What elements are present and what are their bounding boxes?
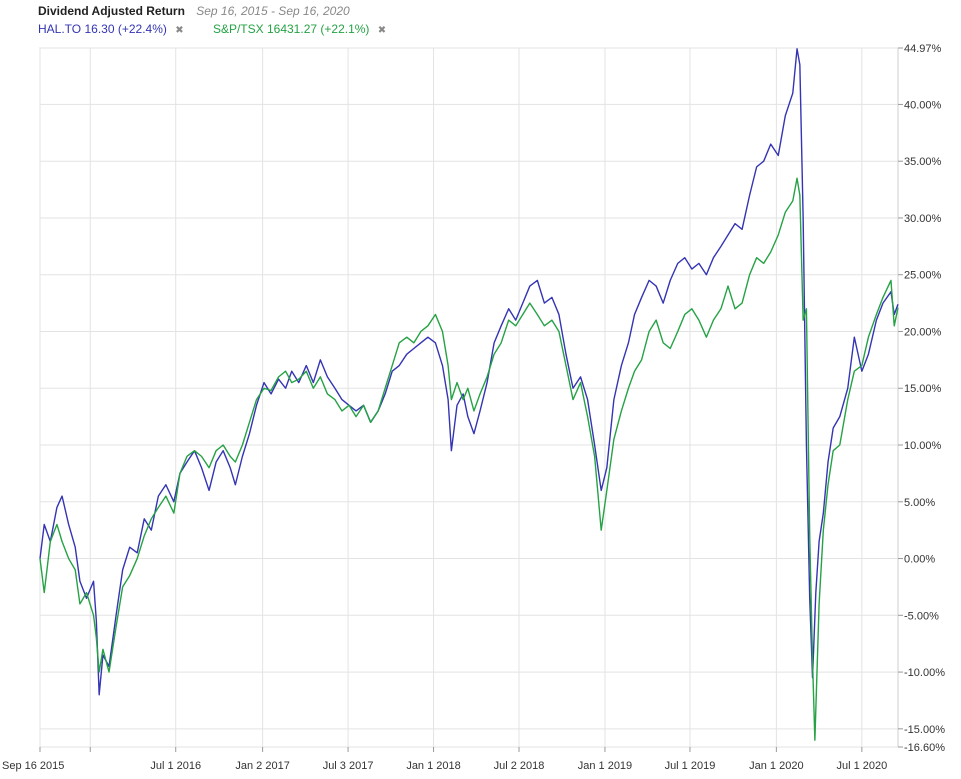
chart-header: Dividend Adjusted Return Sep 16, 2015 - …	[38, 2, 350, 20]
chart-title: Dividend Adjusted Return	[38, 4, 185, 18]
y-tick-label: 5.00%	[904, 497, 935, 509]
legend-item-hal: HAL.TO 16.30 (+22.4%) ✖	[38, 20, 184, 40]
legend-change: (+22.1%)	[320, 22, 370, 36]
close-icon[interactable]: ✖	[377, 25, 387, 36]
plot-frame	[39, 47, 899, 748]
y-tick-label: 44.97%	[904, 43, 942, 55]
y-tick-label: -15.00%	[904, 724, 945, 736]
grid	[39, 47, 899, 748]
x-tick-label: Jul 1 2019	[665, 760, 716, 772]
y-tick-label: 25.00%	[904, 270, 942, 282]
x-tick-label: Jan 2 2017	[235, 760, 289, 772]
legend-ticker: S&P/TSX	[212, 22, 264, 36]
legend-value: 16431.27	[266, 22, 318, 36]
y-tick-label: 15.00%	[904, 383, 942, 395]
axes: 44.97% 40.00% 35.00% 30.00% 25.00% 20.00% 15.0…	[2, 43, 945, 772]
y-tick-label: 30.00%	[904, 213, 942, 225]
legend-item-tsx: S&P/TSX 16431.27 (+22.1%) ✖	[213, 20, 386, 40]
close-icon[interactable]: ✖	[175, 25, 184, 36]
x-tick-label: Jul 3 2017	[323, 760, 374, 772]
y-tick-label: -10.00%	[904, 667, 945, 679]
y-tick-label: -5.00%	[904, 610, 939, 622]
legend-change: (+22.4%)	[117, 22, 167, 36]
legend-ticker: HAL.TO	[38, 22, 82, 36]
date-range: Sep 16, 2015 - Sep 16, 2020	[196, 4, 350, 18]
x-tick-label: Jan 1 2019	[578, 760, 632, 772]
series-line-hal-to	[39, 48, 899, 696]
y-tick-label: 0.00%	[904, 554, 935, 566]
y-tick-label: 35.00%	[904, 156, 942, 168]
series-layer	[39, 48, 899, 741]
x-tick-label: Jul 1 2020	[836, 760, 887, 772]
x-tick-label: Sep 16 2015	[2, 760, 64, 772]
y-tick-label: 10.00%	[904, 440, 942, 452]
x-tick-label: Jul 2 2018	[494, 760, 545, 772]
x-tick-label: Jan 1 2018	[406, 760, 460, 772]
x-tick-label: Jan 1 2020	[749, 760, 803, 772]
y-tick-label: 40.00%	[904, 99, 942, 111]
legend: HAL.TO 16.30 (+22.4%) ✖ S&P/TSX 16431.27…	[38, 20, 412, 40]
x-tick-label: Jul 1 2016	[150, 760, 201, 772]
series-line-s-p-tsx	[39, 177, 899, 741]
y-tick-label: 20.00%	[904, 326, 942, 338]
y-tick-label: -16.60%	[904, 742, 945, 754]
legend-value: 16.30	[84, 22, 115, 36]
